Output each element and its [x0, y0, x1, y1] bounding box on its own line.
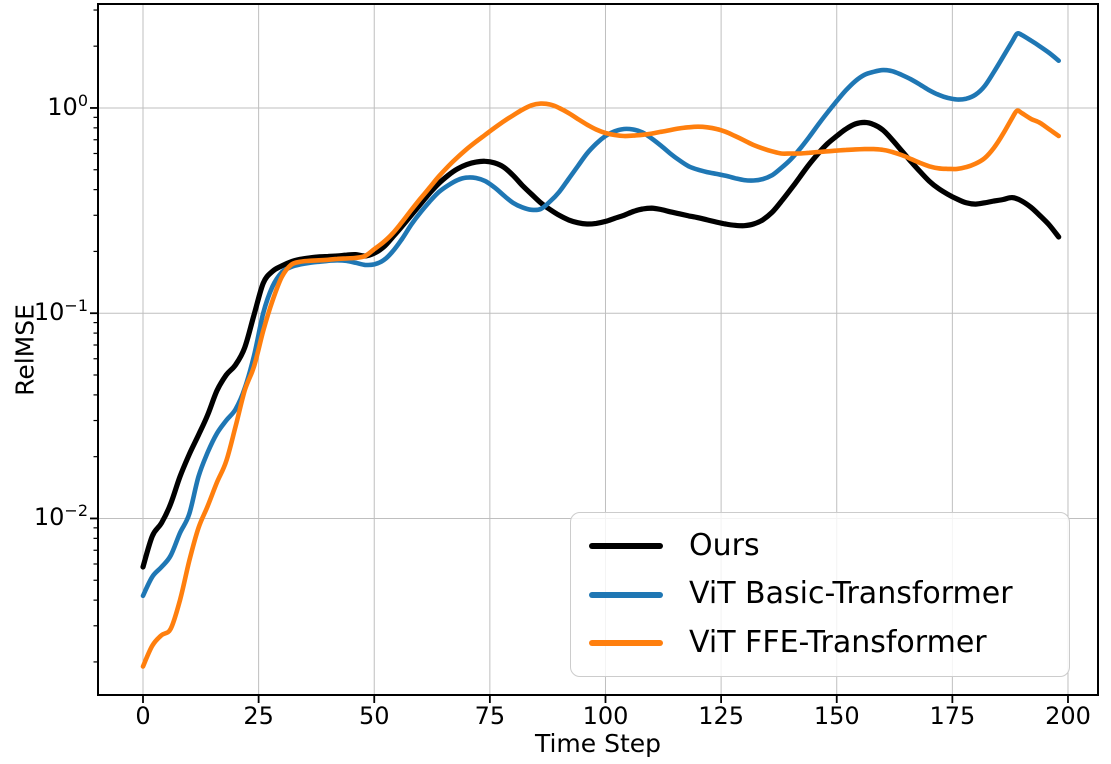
- y-tick-label: 100: [47, 90, 88, 121]
- x-tick-label: 0: [135, 702, 151, 730]
- y-axis-label: RelMSE: [10, 304, 40, 396]
- legend-label-vit-basic-transformer: ViT Basic-Transformer: [689, 576, 1013, 612]
- x-tick-label: 175: [929, 702, 976, 730]
- x-axis-label: Time Step: [534, 729, 662, 758]
- x-tick-label: 25: [243, 702, 274, 730]
- x-tick-label: 75: [474, 702, 506, 730]
- x-tick-label: 150: [813, 702, 860, 730]
- legend-item-vit-ffe-transformer: ViT FFE-Transformer: [589, 624, 1059, 661]
- x-tick-label: 125: [698, 702, 745, 730]
- x-tick-label: 100: [582, 702, 629, 730]
- y-tick-exponent: −1: [64, 296, 88, 316]
- plot-border: [97, 3, 1099, 696]
- y-tick-label: 10−1: [33, 296, 88, 327]
- x-tick-label: 200: [1045, 702, 1091, 730]
- y-tick-exponent: −2: [64, 501, 88, 521]
- y-tick-label: 10−2: [33, 501, 88, 532]
- legend-swatch-vit-basic-transformer: [589, 591, 663, 598]
- series-curves: [140, 31, 1062, 669]
- y-tick-mantissa: 10: [47, 92, 78, 121]
- legend-label-ours: Ours: [689, 527, 760, 563]
- y-tick-exponent: 0: [77, 90, 88, 110]
- series-path-vit-ffe-transformer: [140, 101, 1061, 669]
- legend-swatch-vit-ffe-transformer: [589, 639, 663, 646]
- y-tick-mantissa: 10: [33, 503, 65, 532]
- legend-item-vit-basic-transformer: ViT Basic-Transformer: [589, 577, 1059, 612]
- legend-label-vit-ffe-transformer: ViT FFE-Transformer: [689, 624, 987, 660]
- series-path-ours: [140, 119, 1062, 570]
- legend-item-ours: Ours: [589, 527, 1059, 564]
- x-tick-label: 50: [358, 702, 390, 730]
- legend: Ours ViT Basic-Transformer ViT FFE-Trans…: [570, 512, 1070, 677]
- legend-swatch-ours: [589, 543, 663, 550]
- series-path-vit-basic-transformer: [140, 31, 1061, 599]
- y-tick-mantissa: 10: [33, 298, 65, 327]
